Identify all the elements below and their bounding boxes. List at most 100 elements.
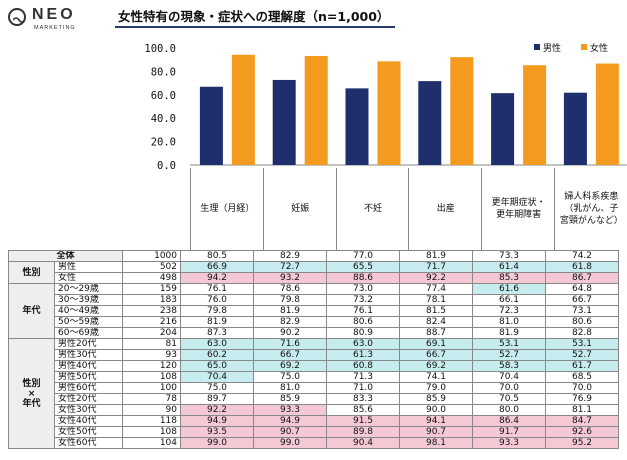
row-label: 男性30代 [54, 349, 123, 361]
table-row: 性別 男性 502 66.9 72.7 65.5 71.7 61.4 61.8 [8, 261, 619, 284]
column-header-text: 宮頸がんなど） [559, 216, 623, 226]
table-cell: 73.1 [545, 305, 619, 317]
table-cell: 86.4 [472, 415, 546, 427]
row-label: 30～39歳 [54, 294, 123, 306]
table-cell: 88.7 [399, 327, 473, 339]
table-cell: 61.8 [545, 261, 619, 273]
column-header-text: 更年期症状・ [491, 198, 546, 208]
bar-female-3 [450, 57, 474, 165]
table-cell: 90.7 [253, 426, 327, 438]
table-cell: 70.0 [545, 382, 619, 394]
table-cell: 79.8 [253, 294, 327, 306]
table-cell: 85.6 [326, 404, 400, 416]
bar-female-0 [231, 54, 255, 166]
table-cell: 80.6 [326, 316, 400, 328]
table-row: 女性50代 108 93.5 90.7 89.8 90.7 91.7 92.6 [9, 426, 619, 438]
table-cell: 74.2 [545, 250, 619, 262]
table-cell: 70.5 [472, 393, 546, 405]
table-cell: 85.3 [472, 272, 546, 284]
row-label: 女性 [54, 272, 123, 284]
legend-label: 女性 [590, 42, 608, 54]
row-label: 男性20代 [54, 338, 123, 350]
row-label: 女性50代 [54, 426, 123, 438]
legend-label: 男性 [543, 42, 561, 54]
table-cell: 66.7 [545, 294, 619, 306]
logo-subtext: MARKETING [34, 25, 76, 31]
table-cell: 61.4 [472, 261, 546, 273]
table-cell: 93.5 [180, 426, 254, 438]
table-row: 女性40代 118 94.9 94.9 91.5 94.1 86.4 84.7 [9, 415, 619, 427]
table-cell: 61.3 [326, 349, 400, 361]
table-cell: 73.2 [326, 294, 400, 306]
table-cell: 83.3 [326, 393, 400, 405]
table-row: 年代 20～29歳 159 76.1 78.6 73.0 77.4 61.6 64.8 [8, 283, 619, 339]
sample-size: 183 [122, 294, 181, 306]
table-cell: 80.5 [180, 250, 254, 262]
table-cell: 78.6 [253, 283, 327, 295]
sample-size: 108 [122, 426, 181, 438]
table-cell: 85.9 [253, 393, 327, 405]
neo-marketing-logo: NEO MARKETING [8, 6, 88, 36]
column-header-4: 更年期症状・ 更年期障害 [481, 168, 555, 250]
table-cell: 90.7 [399, 426, 473, 438]
column-header-text: 婦人科系疾患 [564, 192, 619, 202]
table-cell: 68.5 [545, 371, 619, 383]
table-row: 30～39歳 183 76.0 79.8 73.2 78.1 66.1 66.7 [9, 294, 619, 306]
column-header-text: 出産 [436, 204, 455, 214]
column-header-3: 出産 [408, 168, 482, 250]
table-cell: 91.7 [472, 426, 546, 438]
bar-male-2 [345, 88, 369, 165]
table-cell: 69.1 [399, 338, 473, 350]
sample-size: 238 [122, 305, 181, 317]
sample-size: 204 [122, 327, 181, 339]
bar-male-0 [199, 86, 223, 165]
table-cell: 72.7 [253, 261, 327, 273]
table-cell: 99.0 [253, 437, 327, 449]
sample-size: 78 [122, 393, 181, 405]
table-cell: 73.3 [472, 250, 546, 262]
table-row: 性別 × 年代 男性20代 81 63.0 71.6 63.0 69.1 53.1 53.1 [8, 338, 619, 449]
table-cell: 81.9 [399, 250, 473, 262]
bar-female-2 [377, 61, 401, 166]
table-cell: 93.2 [253, 272, 327, 284]
row-group-label: 全体 [8, 250, 123, 262]
table-cell: 64.8 [545, 283, 619, 295]
table-cell: 82.4 [399, 316, 473, 328]
table-cell: 92.2 [399, 272, 473, 284]
table-cell: 70.0 [472, 382, 546, 394]
row-label: 20～29歳 [54, 283, 123, 295]
table-cell: 98.1 [399, 437, 473, 449]
row-group-label: 年代 [8, 283, 55, 339]
column-header-1: 妊娠 [262, 168, 337, 250]
table-cell: 71.0 [326, 382, 400, 394]
table-cell: 74.1 [399, 371, 473, 383]
table-row: 50～59歳 216 81.9 82.9 80.6 82.4 81.0 80.6 [9, 316, 619, 328]
sample-size: 120 [122, 360, 181, 372]
row-label: 女性40代 [54, 415, 123, 427]
sample-size: 108 [122, 371, 181, 383]
table-cell: 63.0 [326, 338, 400, 350]
column-header-text: 更年期障害 [496, 210, 542, 220]
bar-female-4 [523, 65, 547, 165]
table-row: 60～69歳 204 87.3 90.2 80.9 88.7 81.9 82.8 [9, 327, 619, 339]
table-cell: 76.9 [545, 393, 619, 405]
table-cell: 80.6 [545, 316, 619, 328]
row-label: 男性 [54, 261, 123, 273]
table-cell: 92.2 [180, 404, 254, 416]
table-cell: 75.0 [253, 371, 327, 383]
table-cell: 78.1 [399, 294, 473, 306]
row-label: 女性60代 [54, 437, 123, 449]
title-underline [115, 26, 395, 28]
sample-size: 104 [122, 437, 181, 449]
table-cell: 76.1 [180, 283, 254, 295]
table-row: 男性60代 100 75.0 81.0 71.0 79.0 70.0 70.0 [9, 382, 619, 394]
table-cell: 81.5 [399, 305, 473, 317]
y-tick-label: 40.0 [151, 113, 176, 125]
row-label: 60～69歳 [54, 327, 123, 339]
table-cell: 65.0 [180, 360, 254, 372]
column-header-text: 生理（月経） [200, 204, 255, 214]
table-cell: 86.7 [545, 272, 619, 284]
row-label: 男性40代 [54, 360, 123, 372]
table-cell: 81.9 [472, 327, 546, 339]
table-cell: 52.7 [472, 349, 546, 361]
